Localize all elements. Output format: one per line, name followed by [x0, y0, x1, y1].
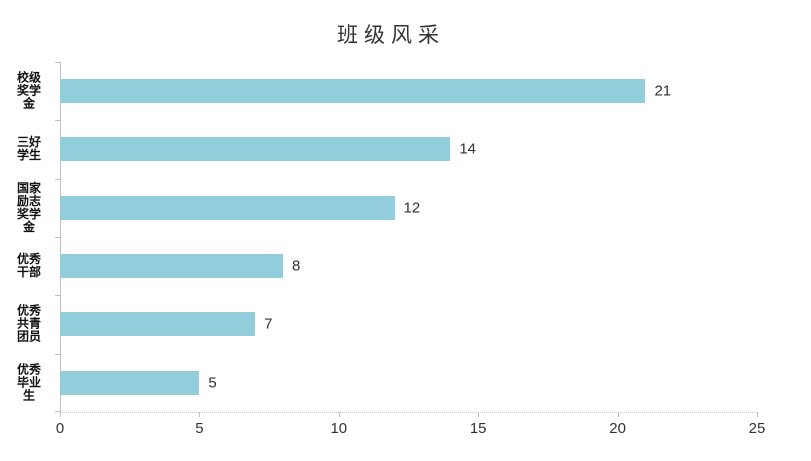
- value-label: 5: [208, 374, 217, 392]
- y-axis-tick: [55, 353, 60, 355]
- x-axis-tick: [60, 412, 61, 417]
- category-label: 优秀 共青 团员: [16, 303, 41, 344]
- y-axis-tick: [55, 411, 60, 412]
- bar: [60, 79, 646, 104]
- bar: [60, 254, 284, 279]
- value-label: 7: [264, 315, 273, 333]
- category-label: 国家 励志 奖学 金: [16, 180, 41, 234]
- x-axis-tick: [617, 412, 619, 417]
- bar-row: 三好 学生 14: [17, 120, 757, 178]
- chart-title: 班级风采: [337, 24, 445, 47]
- x-axis-tick-label: 10: [330, 420, 348, 437]
- bar-row: 校级 奖学 金 21: [17, 62, 757, 120]
- x-axis-tick: [338, 412, 340, 417]
- bar: [60, 370, 200, 395]
- y-axis-tick: [55, 295, 60, 297]
- value-label: 8: [292, 257, 301, 275]
- category-label: 优秀 毕业 生: [16, 362, 41, 403]
- y-axis-line: [60, 62, 61, 412]
- y-axis-tick: [55, 120, 60, 122]
- y-axis-tick: [55, 237, 60, 238]
- plot-area: 校级 奖学 金 21 三好 学生 14 国家 励志 奖学 金 12 优秀 干部 8 优秀 共青 …: [17, 62, 765, 437]
- y-axis-tick: [55, 62, 60, 63]
- x-axis-tick: [757, 412, 758, 417]
- bar: [60, 137, 451, 162]
- category-label: 优秀 干部: [16, 252, 41, 280]
- x-axis-line: [60, 412, 757, 413]
- category-label: 校级 奖学 金: [16, 70, 41, 111]
- category-label: 三好 学生: [16, 135, 41, 163]
- x-axis-tick-label: 5: [195, 420, 204, 437]
- x-axis-tick-label: 25: [748, 420, 766, 437]
- y-axis-tick: [55, 178, 60, 180]
- x-axis-tick: [478, 412, 480, 417]
- x-axis-tick: [199, 412, 201, 417]
- value-label: 12: [403, 199, 421, 217]
- x-axis-tick-label: 20: [609, 420, 626, 437]
- x-axis-tick-label: 0: [55, 420, 65, 437]
- x-axis-tick-label: 15: [469, 420, 487, 437]
- bar-row: 优秀 干部 8: [17, 237, 757, 295]
- bar: [60, 195, 395, 220]
- bar: [60, 312, 256, 337]
- bar-row: 国家 励志 奖学 金 12: [17, 179, 757, 237]
- value-label: 14: [459, 140, 476, 158]
- value-label: 21: [654, 82, 672, 100]
- bar-row: 优秀 共青 团员 7: [17, 295, 757, 353]
- bar-row: 优秀 毕业 生 5: [17, 354, 757, 412]
